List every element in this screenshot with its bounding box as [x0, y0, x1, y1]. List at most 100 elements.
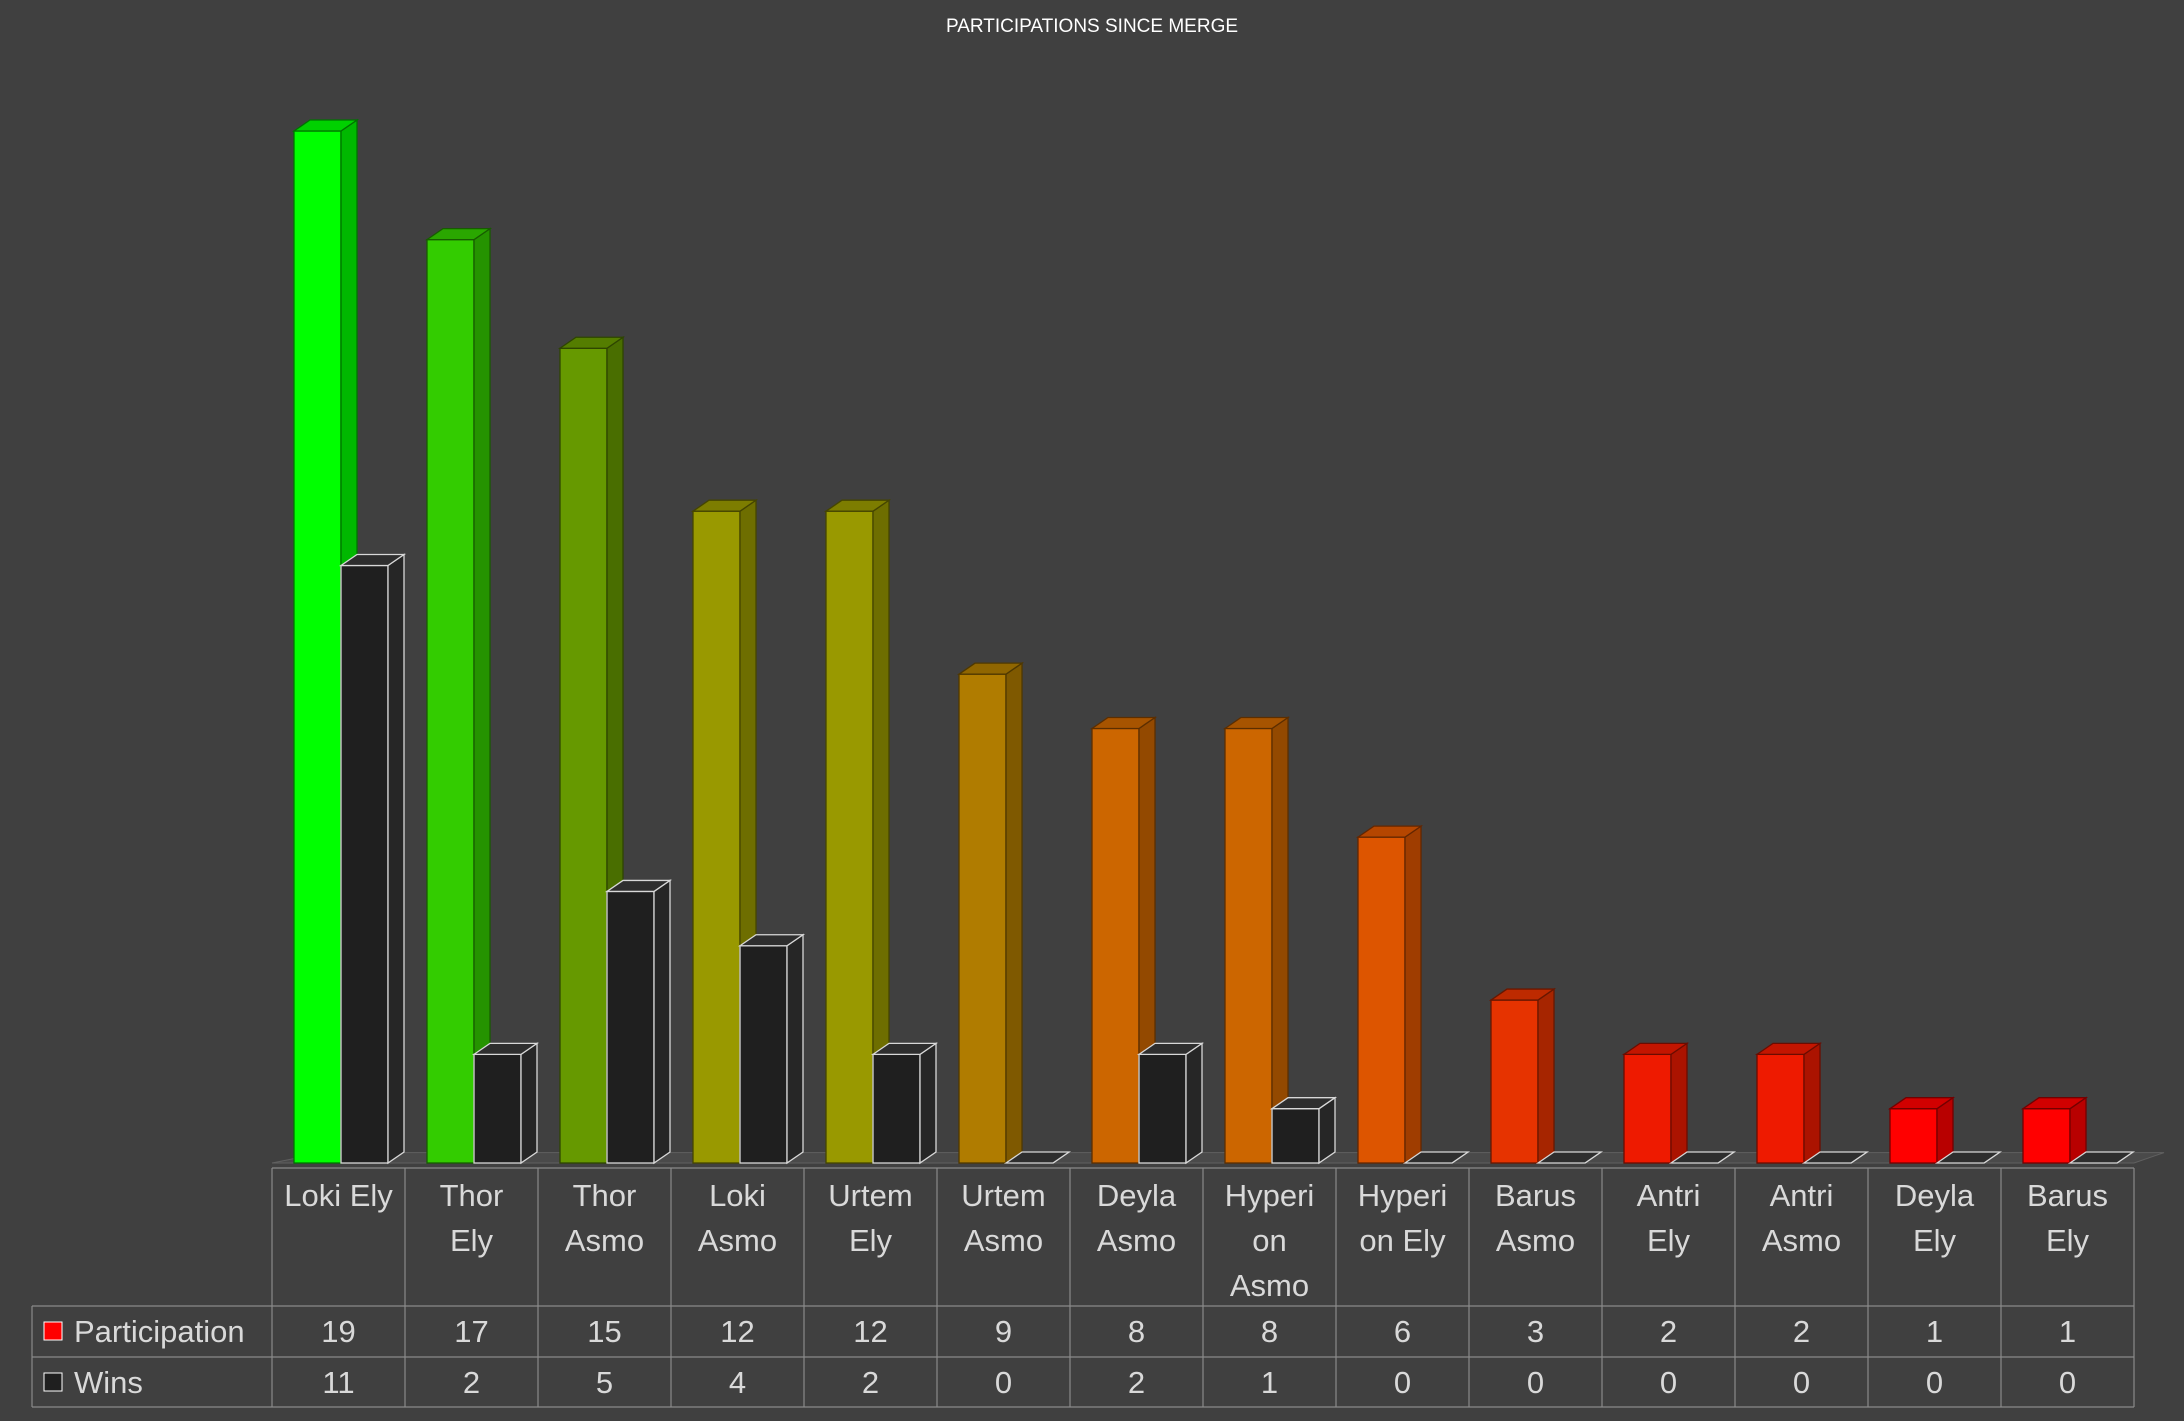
participation-value: 15 [587, 1314, 621, 1349]
category-label: Ely [849, 1223, 893, 1258]
participation-bar-group-8 [1222, 716, 1291, 1165]
participation-bar-14-front [2022, 1108, 2071, 1164]
wins-value: 0 [1926, 1365, 1943, 1400]
participation-bar-8-front [1224, 727, 1273, 1164]
participation-value: 6 [1394, 1314, 1411, 1349]
participation-bar-7-top [1089, 716, 1158, 730]
wins-value: 5 [596, 1365, 613, 1400]
wins-bar-group-10 [1535, 1151, 1604, 1164]
participation-bar-group-11 [1621, 1042, 1690, 1165]
participation-bar-9-side [1404, 824, 1422, 1165]
wins-bar-group-11 [1668, 1151, 1737, 1164]
wins-value: 0 [2059, 1365, 2076, 1400]
participation-bar-13-front [1889, 1108, 1938, 1164]
wins-bar-group-9 [1402, 1151, 1471, 1164]
wins-value: 2 [463, 1365, 480, 1400]
category-label: Ely [1647, 1223, 1691, 1258]
wins-bar-4-top [737, 934, 806, 947]
wins-bar-14-top [2067, 1151, 2136, 1164]
participation-bar-10-side [1537, 987, 1555, 1165]
wins-bar-5-side [919, 1042, 937, 1165]
category-label: Barus [1495, 1178, 1576, 1213]
wins-bar-6-top [1003, 1151, 1072, 1164]
wins-bar-1-side [387, 553, 405, 1165]
wins-bar-group-13 [1934, 1151, 2003, 1164]
wins-bar-7-side [1185, 1042, 1203, 1165]
participation-bar-5-front [825, 510, 874, 1164]
wins-bar-group-1 [338, 553, 407, 1165]
bars [291, 118, 2136, 1165]
participation-bar-12-front [1756, 1053, 1805, 1164]
participation-value: 1 [1926, 1314, 1943, 1349]
participation-value: 1 [2059, 1314, 2076, 1349]
category-label: Deyla [1097, 1178, 1177, 1213]
wins-bar-9-top [1402, 1151, 1471, 1164]
wins-bar-3-side [653, 879, 671, 1165]
legend-key-participation [43, 1321, 63, 1341]
category-label: Ely [450, 1223, 494, 1258]
category-label: on [1252, 1223, 1286, 1258]
participation-bar-10-top [1488, 988, 1557, 1001]
wins-bar-4-side [786, 933, 804, 1165]
category-label: Asmo [698, 1223, 777, 1258]
participation-bar-4-front [692, 510, 741, 1164]
wins-bar-group-5 [870, 1042, 939, 1165]
participation-bar-group-10 [1488, 987, 1557, 1165]
wins-value: 0 [995, 1365, 1012, 1400]
participation-bar-1-front [293, 130, 342, 1164]
participation-bar-12-top [1754, 1042, 1823, 1056]
category-label: Loki [709, 1178, 766, 1213]
wins-bar-group-12 [1801, 1151, 1870, 1164]
wins-value: 11 [322, 1365, 354, 1400]
participation-bar-8-side [1271, 716, 1289, 1165]
category-label: Asmo [1097, 1223, 1176, 1258]
participation-bar-7-front [1091, 727, 1140, 1164]
participation-bar-group-12 [1754, 1042, 1823, 1165]
wins-bar-4-front [739, 945, 788, 1164]
participation-value: 9 [995, 1314, 1012, 1349]
participation-bar-2-front [426, 238, 475, 1164]
wins-value: 1 [1261, 1365, 1278, 1400]
participation-bar-13-top [1887, 1097, 1956, 1110]
participation-bar-11-top [1621, 1042, 1690, 1056]
category-label: Hyperi [1358, 1178, 1448, 1213]
legend-label-participation: Participation [74, 1314, 245, 1349]
category-label: Asmo [1762, 1223, 1841, 1258]
participation-bar-10-front [1490, 999, 1539, 1164]
wins-bar-group-6 [1003, 1151, 1072, 1164]
wins-bar-group-14 [2067, 1151, 2136, 1164]
wins-bar-3-top [604, 879, 673, 893]
chart-floor [271, 1152, 2165, 1164]
category-label: Urtem [961, 1178, 1045, 1213]
wins-bar-11-top [1668, 1151, 1737, 1164]
wins-bar-2-side [520, 1042, 538, 1165]
wins-bar-group-2 [471, 1042, 540, 1165]
participation-bar-3-top [557, 336, 626, 349]
participation-bar-group-4 [690, 498, 759, 1165]
participation-bar-14-top [2020, 1097, 2089, 1110]
wins-bar-2-front [473, 1053, 522, 1164]
wins-value: 0 [1660, 1365, 1677, 1400]
participation-bar-6-front [958, 673, 1007, 1164]
participation-value: 2 [1660, 1314, 1677, 1349]
legend-key-wins [43, 1372, 63, 1392]
category-label: Deyla [1895, 1178, 1975, 1213]
participation-bar-group-9 [1355, 824, 1424, 1165]
category-label: Ely [2046, 1223, 2090, 1258]
participation-value: 8 [1128, 1314, 1145, 1349]
wins-bar-2-top [471, 1042, 540, 1056]
wins-bar-8-top [1269, 1097, 1338, 1110]
category-label: Thor [440, 1178, 504, 1213]
wins-bar-5-top [870, 1042, 939, 1056]
wins-bar-3-front [606, 890, 655, 1164]
participation-bar-9-top [1355, 825, 1424, 838]
participation-value: 8 [1261, 1314, 1278, 1349]
category-label: Urtem [828, 1178, 912, 1213]
participation-bar-6-top [956, 662, 1025, 675]
participation-bar-1-top [291, 119, 360, 132]
wins-value: 2 [1128, 1365, 1145, 1400]
participation-value: 17 [454, 1314, 488, 1349]
category-label: Thor [573, 1178, 637, 1213]
